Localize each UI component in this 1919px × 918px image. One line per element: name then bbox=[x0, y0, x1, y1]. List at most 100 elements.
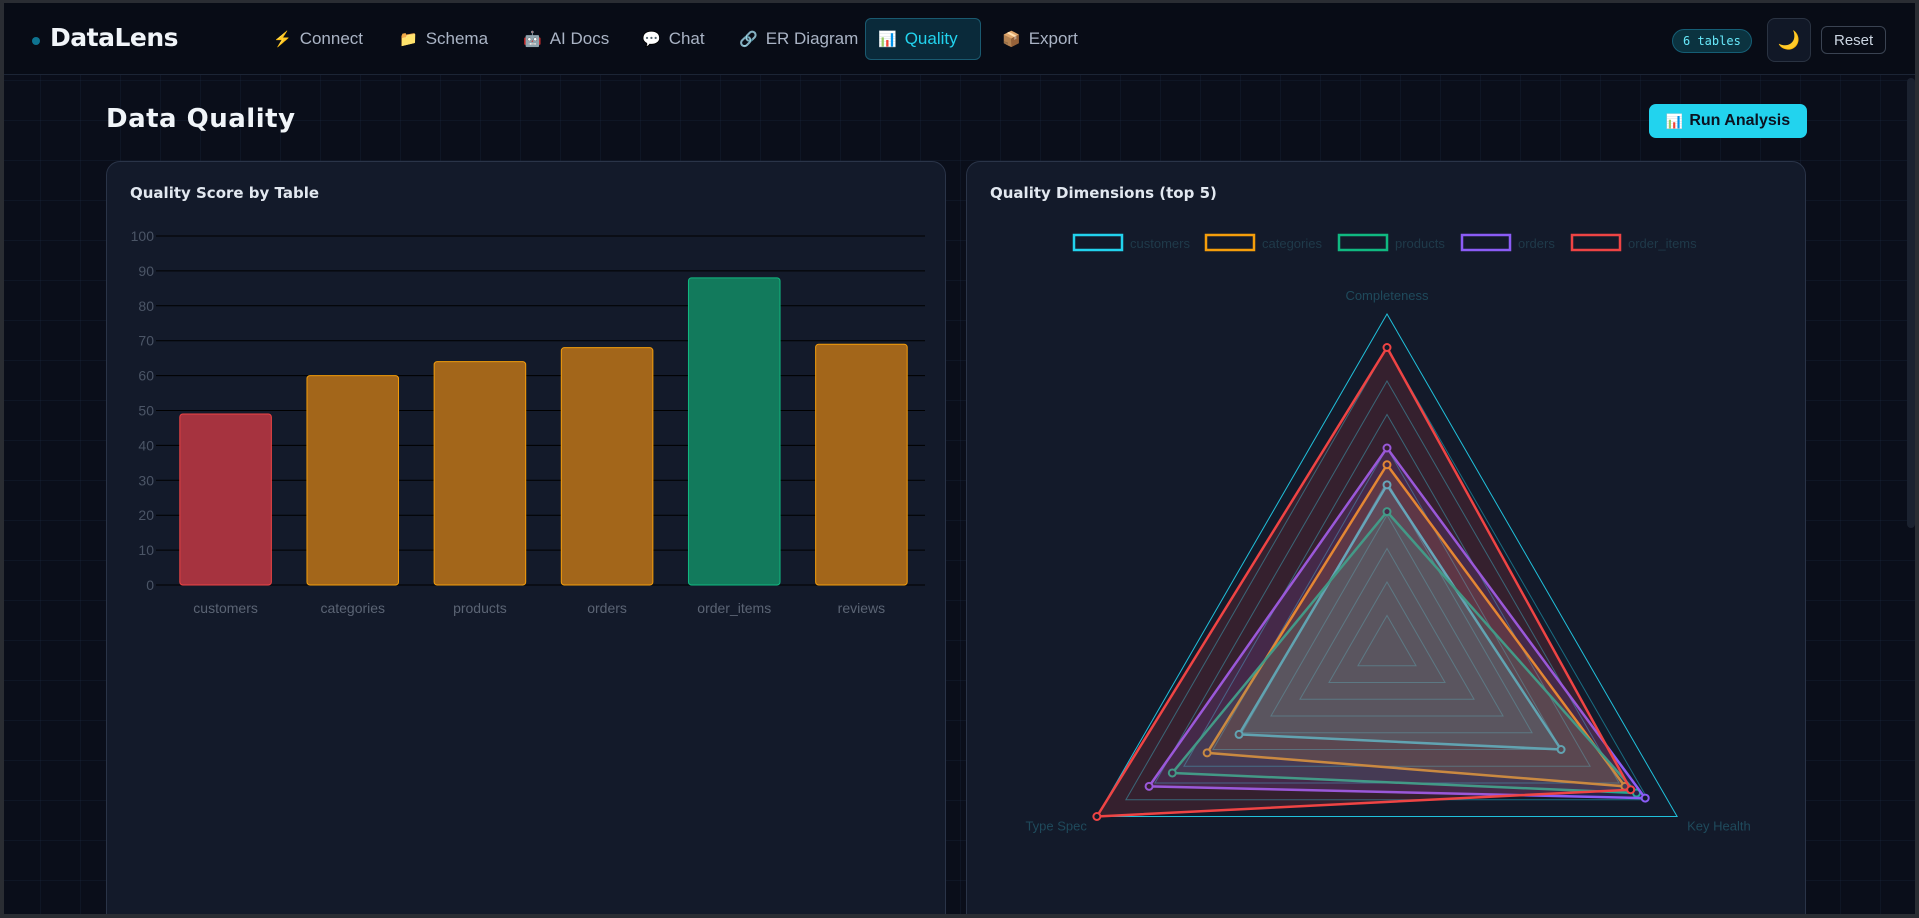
y-tick-label: 70 bbox=[138, 333, 154, 349]
radar-series-orders bbox=[1147, 446, 1647, 800]
nav-label: ER Diagram bbox=[765, 29, 859, 48]
y-tick-label: 60 bbox=[138, 368, 154, 384]
legend-label-orders: orders bbox=[1518, 236, 1555, 251]
legend-label-categories: categories bbox=[1262, 236, 1322, 251]
x-tick-label: order_items bbox=[697, 600, 771, 616]
legend-label-customers: customers bbox=[1130, 236, 1190, 251]
nav-label: AI Docs bbox=[549, 29, 610, 48]
lightning-icon: ⚡ bbox=[273, 31, 292, 48]
radar-series-products bbox=[1171, 510, 1638, 795]
legend-swatch-orders bbox=[1460, 233, 1512, 252]
bar-chart-icon: 📊 bbox=[878, 31, 897, 48]
quality-dimensions-radar-chart: Completeness Key Health Type Spec customers… bbox=[1025, 233, 1751, 834]
nav-connect[interactable]: ⚡ Connect bbox=[261, 19, 375, 59]
radar-point-customers bbox=[1556, 745, 1566, 754]
speech-bubble-icon: 💬 bbox=[642, 31, 661, 48]
radar-point-orders bbox=[1640, 793, 1650, 803]
y-tick-label: 100 bbox=[131, 228, 155, 244]
nav-ai-docs[interactable]: 🤖 AI Docs bbox=[511, 19, 621, 59]
y-tick-label: 90 bbox=[138, 263, 154, 279]
radar-grid-ring bbox=[1328, 581, 1446, 683]
moon-icon: 🌙 bbox=[1777, 29, 1801, 51]
legend-swatch-products bbox=[1337, 233, 1389, 252]
bar-categories bbox=[306, 375, 400, 586]
radar-grid-ring bbox=[1357, 614, 1417, 667]
y-tick-label: 40 bbox=[138, 437, 154, 453]
x-tick-label: reviews bbox=[838, 600, 885, 616]
status-dot-icon bbox=[32, 37, 40, 45]
nav-label: Chat bbox=[668, 29, 705, 48]
radar-series-order_items bbox=[1095, 346, 1632, 818]
link-icon: 🔗 bbox=[739, 31, 758, 48]
radar-point-orders bbox=[1382, 443, 1392, 453]
radar-series-customers bbox=[1237, 483, 1563, 751]
radar-grid-ring bbox=[1125, 346, 1649, 801]
radar-axis-label: Type Spec bbox=[1025, 819, 1087, 834]
y-tick-label: 20 bbox=[138, 507, 154, 523]
nav-quality[interactable]: 📊 Quality bbox=[865, 18, 981, 60]
nav-schema[interactable]: 📁 Schema bbox=[387, 19, 500, 59]
folder-icon: 📁 bbox=[399, 31, 418, 48]
radar-point-order_items bbox=[1626, 785, 1636, 795]
x-tick-label: orders bbox=[587, 600, 627, 616]
bar-customers bbox=[179, 413, 272, 586]
radar-grid-ring bbox=[1270, 514, 1504, 717]
bar-chart-title: Quality Score by Table bbox=[130, 184, 320, 202]
robot-icon: 🤖 bbox=[523, 31, 542, 48]
y-tick-label: 10 bbox=[138, 542, 154, 558]
radar-series-categories bbox=[1205, 463, 1627, 788]
nav-label: Quality bbox=[904, 29, 958, 48]
y-tick-label: 80 bbox=[138, 298, 154, 314]
radar-point-products bbox=[1167, 768, 1177, 778]
radar-point-customers bbox=[1382, 480, 1392, 490]
app-logo: DataLens bbox=[50, 23, 179, 52]
page-title: Data Quality bbox=[106, 104, 296, 134]
radar-point-categories bbox=[1202, 748, 1212, 758]
page-scrollbar[interactable] bbox=[1907, 78, 1915, 528]
nav-label: Connect bbox=[299, 29, 364, 48]
x-tick-label: categories bbox=[320, 600, 385, 616]
nav-label: Schema bbox=[425, 29, 489, 48]
run-analysis-button[interactable]: 📊 Run Analysis bbox=[1649, 104, 1807, 138]
run-analysis-label: Run Analysis bbox=[1689, 112, 1791, 129]
quality-score-card: Quality Score by Table 0 10 20 30 40 50 60 70 80… bbox=[106, 161, 946, 918]
quality-score-bar-chart: 0 10 20 30 40 50 60 70 80 90 100 customers categorie… bbox=[131, 228, 925, 616]
radar-axis-label: Key Health bbox=[1687, 819, 1751, 834]
nav-er-diagram[interactable]: 🔗 ER Diagram bbox=[727, 19, 870, 59]
radar-axis-label: Completeness bbox=[1345, 288, 1429, 303]
nav-label: Export bbox=[1028, 29, 1078, 48]
reset-button[interactable]: Reset bbox=[1821, 26, 1887, 54]
x-tick-label: products bbox=[453, 600, 507, 616]
quality-dimensions-card: Quality Dimensions (top 5) Completeness K… bbox=[966, 161, 1806, 918]
bar-reviews bbox=[815, 343, 908, 586]
radar-grid-ring bbox=[1212, 446, 1562, 750]
bar-chart-icon: 📊 bbox=[1665, 112, 1684, 129]
x-tick-label: customers bbox=[193, 600, 258, 616]
top-nav-bar: DataLens ⚡ Connect 📁 Schema 🤖 AI Docs 💬 … bbox=[4, 3, 1915, 75]
y-tick-label: 50 bbox=[138, 403, 154, 419]
radar-point-categories bbox=[1382, 460, 1392, 470]
package-icon: 📦 bbox=[1002, 31, 1021, 48]
radar-point-orders bbox=[1144, 781, 1154, 791]
radar-point-order_items bbox=[1092, 812, 1102, 821]
radar-point-customers bbox=[1234, 729, 1244, 739]
legend-label-order_items: order_items bbox=[1628, 236, 1697, 251]
radar-point-products bbox=[1382, 507, 1392, 517]
legend-swatch-customers bbox=[1072, 233, 1124, 252]
legend-label-products: products bbox=[1395, 236, 1445, 251]
radar-grid-ring bbox=[1299, 547, 1475, 700]
radar-chart-title: Quality Dimensions (top 5) bbox=[990, 184, 1217, 202]
radar-point-order_items bbox=[1382, 343, 1392, 352]
y-tick-label: 30 bbox=[138, 472, 154, 488]
bar-order_items bbox=[687, 277, 781, 586]
bar-products bbox=[433, 361, 527, 586]
theme-toggle-button[interactable]: 🌙 bbox=[1767, 18, 1811, 62]
legend-swatch-categories bbox=[1204, 233, 1256, 252]
table-count-badge: 6 tables bbox=[1672, 29, 1752, 53]
radar-grid-ring bbox=[1096, 313, 1678, 817]
y-tick-label: 0 bbox=[146, 577, 154, 593]
bar-orders bbox=[560, 347, 654, 586]
nav-export[interactable]: 📦 Export bbox=[990, 19, 1090, 59]
nav-chat[interactable]: 💬 Chat bbox=[630, 19, 717, 59]
legend-swatch-order_items bbox=[1570, 233, 1622, 252]
